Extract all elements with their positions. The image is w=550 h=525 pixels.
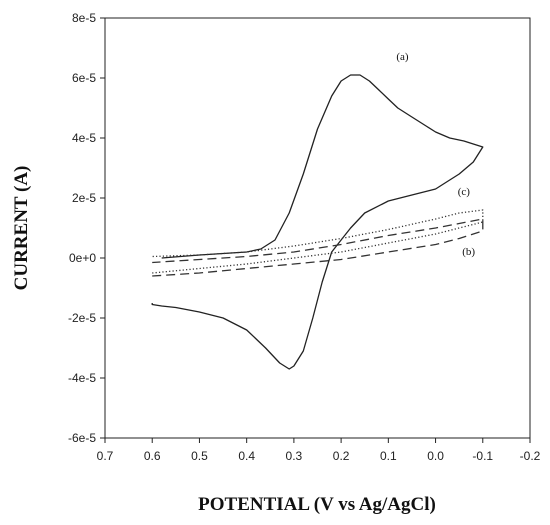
plot-frame: [104, 17, 531, 439]
y-tick-label: 8e-5: [72, 11, 96, 25]
x-tick-label: 0.5: [191, 449, 208, 463]
y-tick-label: 6e-5: [72, 71, 96, 85]
y-axis-title: CURRENT (A): [11, 166, 32, 291]
curve-annotation: (a): [396, 51, 409, 63]
x-tick-label: 0.3: [286, 449, 303, 463]
x-tick-label: 0.2: [333, 449, 350, 463]
x-tick-label: 0.6: [144, 449, 161, 463]
series-line-dotted: [152, 209, 484, 274]
y-tick-label: 2e-5: [72, 191, 96, 205]
series-line-dashed: [152, 218, 484, 277]
x-tick-label: -0.2: [520, 449, 541, 463]
annotations: (a) (c) (b): [396, 51, 475, 258]
y-axis-ticks: -6e-5 -4e-5 -2e-5 0e+0 2e-5 4e-5 6e-5 8e-5: [68, 11, 105, 445]
series-line-solid: [151, 74, 484, 370]
y-tick-label: 4e-5: [72, 131, 96, 145]
x-axis-ticks: 0.7 0.6 0.5 0.4 0.3 0.2 0.1 0.0 -0.1 -0.2: [97, 438, 541, 463]
x-tick-label: 0.1: [380, 449, 397, 463]
x-tick-label: -0.1: [472, 449, 493, 463]
curve-annotation: (b): [462, 246, 475, 258]
x-tick-label: 0.7: [97, 449, 114, 463]
series-layer: [151, 74, 484, 370]
x-tick-label: 0.0: [427, 449, 444, 463]
x-tick-label: 0.4: [238, 449, 255, 463]
y-tick-label: -2e-5: [68, 311, 96, 325]
y-tick-label: -4e-5: [68, 371, 96, 385]
curve-annotation: (c): [458, 186, 471, 198]
y-tick-label: -6e-5: [68, 431, 96, 445]
y-tick-label: 0e+0: [69, 251, 96, 265]
x-axis-title: POTENTIAL (V vs Ag/AgCl): [198, 494, 436, 515]
